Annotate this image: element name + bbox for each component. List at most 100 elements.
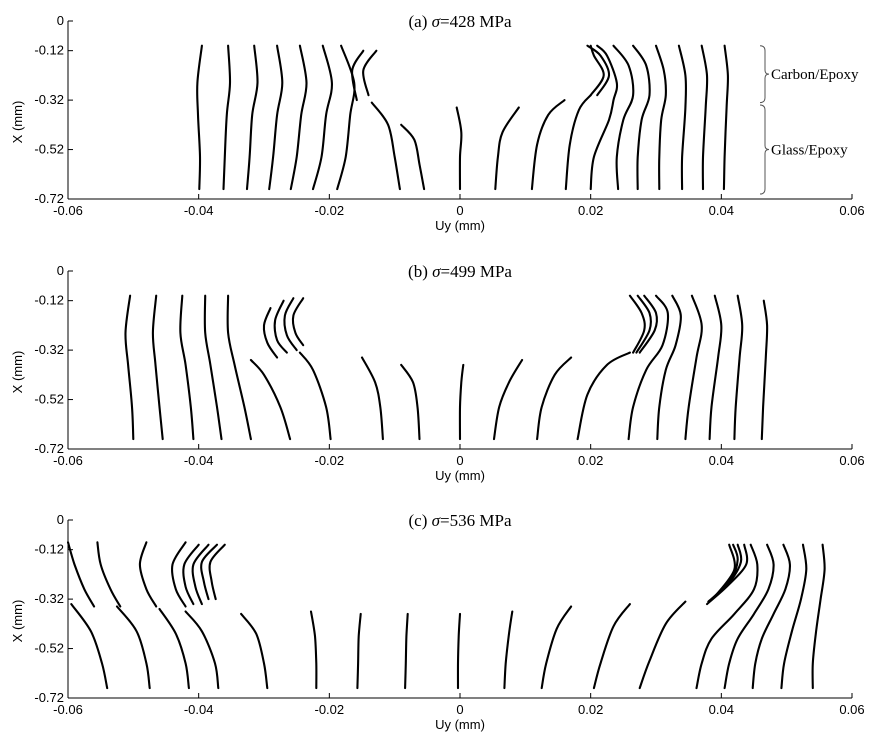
x-tick-label: -0.04 — [184, 702, 214, 717]
x-tick-label: 0.06 — [839, 702, 864, 717]
fringe-line — [592, 603, 631, 690]
fringe-line — [760, 299, 769, 441]
fringe-line — [695, 543, 759, 690]
fringe-line — [722, 44, 730, 191]
y-tick-label: -0.12 — [34, 43, 64, 58]
fringe-line — [494, 106, 520, 191]
glass-epoxy-label: Glass/Epoxy — [771, 143, 848, 159]
x-tick-label: 0.06 — [839, 203, 864, 218]
fringe-line — [222, 44, 232, 191]
x-tick-label: -0.02 — [315, 203, 345, 218]
fringe-line — [268, 44, 284, 191]
x-tick-label: -0.04 — [184, 453, 214, 468]
fringe-line — [628, 294, 646, 354]
chart-panel-1: -0.06 -0.04 -0.02 0 0.02 0.04 0.06 0 -0.12 -0.32 -… — [10, 262, 865, 483]
x-tick-label: 0.04 — [709, 203, 734, 218]
fringe-line — [226, 294, 252, 441]
fringe-line — [456, 612, 462, 690]
fringe-line — [362, 49, 378, 97]
x-axis-title: Uy (mm) — [435, 717, 485, 732]
fringe-line — [677, 44, 688, 191]
fringe-line — [179, 294, 195, 441]
fringe-line — [298, 351, 332, 441]
fringe-line — [283, 297, 298, 352]
fringe-line — [262, 307, 279, 359]
x-axis-title: Uy (mm) — [435, 218, 485, 233]
fringe-line — [656, 294, 682, 441]
fringe-line — [200, 543, 219, 601]
y-tick-label: 0 — [57, 263, 64, 278]
x-tick-label: 0.02 — [578, 702, 603, 717]
fringe-line — [635, 294, 653, 354]
x-tick-label: -0.06 — [53, 203, 83, 218]
carbon-epoxy-brace — [759, 45, 770, 104]
glass-epoxy-brace — [759, 104, 770, 195]
fringe-line — [536, 356, 573, 441]
fringe-line — [589, 44, 619, 191]
y-tick-label: -0.72 — [34, 441, 64, 456]
fringe-line — [723, 543, 775, 690]
fringe-line — [196, 44, 203, 191]
fringe-line — [705, 543, 749, 606]
fringe-line — [638, 600, 687, 690]
fringe-line — [66, 541, 96, 608]
chart-title: (a) σ=428 MPa — [409, 12, 512, 31]
y-tick-label: -0.52 — [34, 142, 64, 157]
fringe-line — [245, 44, 259, 191]
fringe-line — [360, 356, 384, 441]
y-tick-label: 0 — [57, 512, 64, 527]
fringe-line — [115, 605, 151, 690]
title-value: =428 MPa — [440, 12, 512, 31]
fringe-line — [576, 351, 631, 441]
fringe-line — [291, 297, 305, 347]
fringe-line — [684, 294, 703, 441]
fringe-line — [404, 612, 409, 690]
fringe-line — [203, 294, 223, 441]
fringe-line — [70, 603, 109, 690]
x-tick-label: 0.02 — [578, 203, 603, 218]
y-tick-label: -0.52 — [34, 641, 64, 656]
x-tick-label: -0.02 — [315, 453, 345, 468]
fringe-line — [356, 612, 362, 690]
x-tick-label: -0.06 — [53, 453, 83, 468]
fringe-line — [612, 44, 635, 191]
fringe-line — [530, 99, 566, 191]
fringe-line — [458, 363, 465, 441]
fringe-line — [708, 294, 723, 441]
fringe-line — [455, 106, 463, 191]
fringe-line — [400, 363, 421, 441]
title-prefix: (a) — [409, 12, 432, 31]
fringe-line — [350, 49, 365, 102]
fringe-line — [273, 299, 288, 354]
fringe-line — [654, 44, 667, 191]
fringe-line — [184, 610, 220, 690]
title-prefix: (b) — [408, 262, 432, 281]
fringe-line — [632, 44, 651, 191]
title-value: =499 MPa — [441, 262, 513, 281]
y-tick-label: -0.12 — [34, 542, 64, 557]
fringe-line — [124, 294, 135, 441]
x-tick-label: -0.02 — [315, 702, 345, 717]
fringe-line — [733, 294, 744, 441]
y-axis-title: X (mm) — [10, 351, 25, 394]
y-tick-label: -0.52 — [34, 392, 64, 407]
x-tick-label: 0.04 — [709, 453, 734, 468]
fringe-line — [503, 610, 514, 690]
y-tick-label: -0.32 — [34, 342, 64, 357]
title-prefix: (c) — [409, 511, 432, 530]
title-sigma: σ — [432, 511, 441, 530]
y-tick-label: -0.72 — [34, 690, 64, 705]
x-tick-label: 0.06 — [839, 453, 864, 468]
chart-panel-0: -0.06 -0.04 -0.02 0 0.02 0.04 0.06 0 -0.12 -0.32 -… — [10, 12, 865, 233]
fringe-line — [586, 44, 611, 97]
chart-panel-2: -0.06 -0.04 -0.02 0 0.02 0.04 0.06 0 -0.12 -0.32 -… — [10, 511, 865, 732]
fringe-line — [182, 543, 200, 606]
x-tick-label: 0 — [456, 203, 463, 218]
fringe-line — [370, 101, 401, 191]
title-sigma: σ — [432, 262, 441, 281]
fringe-line — [627, 294, 670, 441]
title-value: =536 MPa — [440, 511, 512, 530]
fringe-line — [158, 607, 190, 690]
fringe-line — [811, 543, 826, 690]
